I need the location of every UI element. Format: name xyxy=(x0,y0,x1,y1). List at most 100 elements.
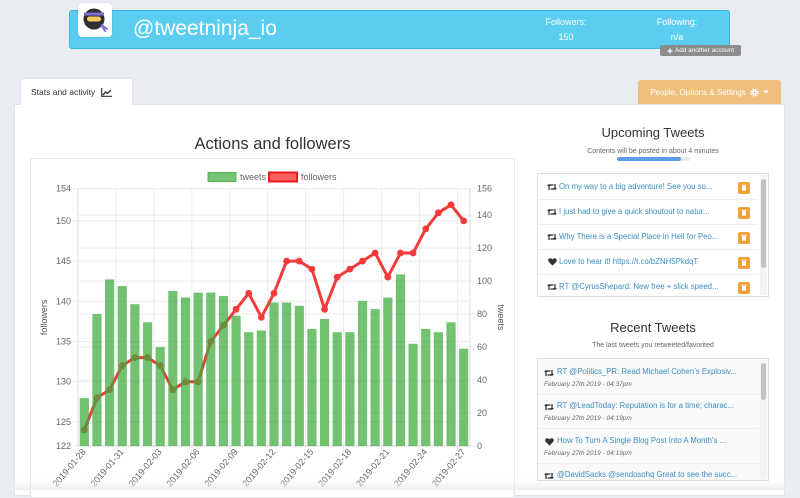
account-handle: @tweetninja_io xyxy=(133,17,277,40)
actions-followers-chart: 122 125 130 135 140 145 150 154 0 20 40 60 80 100 120 1… xyxy=(30,158,515,498)
legend-swatch-followers xyxy=(268,171,298,183)
recent-tweets-subtitle: The last tweets you retweeted/favorited xyxy=(592,342,714,349)
recent-tweet-date: February 27th 2019 - 04:19pm xyxy=(544,415,632,422)
recent-scrollbar[interactable] xyxy=(760,360,767,479)
upcoming-scrollbar-thumb[interactable] xyxy=(761,179,766,268)
add-account-button[interactable]: Add another account xyxy=(660,45,741,56)
tweets-bar xyxy=(421,328,431,446)
delete-button[interactable] xyxy=(738,181,750,194)
followers-count: 150 xyxy=(558,32,574,42)
recent-tweet-text[interactable]: RT @LeadToday: Reputation is for a time;… xyxy=(557,401,735,410)
tweets-bar xyxy=(307,328,317,446)
y-left-tick-label: 145 xyxy=(56,256,71,266)
legend-label-followers: followers xyxy=(301,172,337,182)
tweets-bar xyxy=(433,332,443,446)
y-right-tick-label: 60 xyxy=(477,342,487,352)
recent-tweet-text[interactable]: How To Turn A Single Blog Post Into A Mo… xyxy=(557,436,727,445)
upcoming-tweet-item[interactable]: RT @CyrusShepard: New free + slick speed… xyxy=(538,275,758,296)
tweets-bar xyxy=(206,292,216,446)
y-left-axis-title: followers xyxy=(39,299,49,335)
x-tick-label: 2019-02-21 xyxy=(354,447,391,489)
recent-tweet-text[interactable]: @DavidSacks @sendosohq Great to see the … xyxy=(557,470,738,479)
tweets-bar xyxy=(218,295,229,446)
y-left-tick-label: 150 xyxy=(56,216,71,226)
upcoming-tweet-item[interactable]: Why There is a Special Place in Hell for… xyxy=(538,225,758,250)
upcoming-tweet-item[interactable]: I just had to give a quick shoutout to n… xyxy=(538,200,758,225)
y-left-tick-label: 140 xyxy=(56,296,71,306)
x-tick-label: 2019-02-27 xyxy=(430,447,467,489)
following-label: Following: xyxy=(656,17,698,27)
tweets-bar xyxy=(408,343,418,446)
legend-label-tweets: tweets xyxy=(240,172,267,182)
followers-point xyxy=(321,305,328,313)
tweets-bar xyxy=(180,297,191,446)
recent-tweet-item[interactable]: RT @Politics_PR: Read Michael Cohen’s Ex… xyxy=(538,360,758,395)
recent-tweet-item[interactable]: RT @LeadToday: Reputation is for a time;… xyxy=(538,395,758,429)
recent-tweets-list: RT @Politics_PR: Read Michael Cohen’s Ex… xyxy=(537,358,769,481)
followers-point xyxy=(270,289,278,297)
people-options-settings-button[interactable]: People, Options & Settings xyxy=(638,80,781,104)
retweet-icon xyxy=(547,182,557,192)
avatar[interactable] xyxy=(78,3,112,37)
delete-button[interactable] xyxy=(738,231,750,244)
tweets-bar xyxy=(332,332,342,446)
recent-tweet-item[interactable]: How To Turn A Single Blog Post Into A Mo… xyxy=(538,429,758,464)
tweets-bar xyxy=(459,348,469,446)
retweet-icon xyxy=(547,232,557,242)
upcoming-tweet-item[interactable]: Love to hear it! https://t.co/bZNH5PkdqT xyxy=(538,250,758,275)
followers-point xyxy=(245,289,253,297)
upcoming-scrollbar[interactable] xyxy=(760,175,767,295)
x-tick-label: 2019-02-06 xyxy=(164,447,201,489)
upcoming-tweet-text[interactable]: RT @CyrusShepard: New free + slick speed… xyxy=(559,282,719,291)
recent-tweet-item[interactable]: @DavidSacks @sendosohq Great to see the … xyxy=(538,464,758,480)
upcoming-tweet-item[interactable]: On my way to a big adventure! See you so… xyxy=(538,175,758,200)
followers-point xyxy=(409,249,417,257)
y-right-tick-label: 140 xyxy=(477,210,492,220)
upcoming-tweet-text[interactable]: I just had to give a quick shoutout to n… xyxy=(559,207,710,216)
posting-progress-bar xyxy=(617,157,690,161)
delete-button[interactable] xyxy=(738,206,750,219)
followers-point xyxy=(333,273,341,281)
followers-point xyxy=(308,265,316,273)
account-header-bar xyxy=(69,10,730,49)
plus-icon xyxy=(667,48,673,53)
recent-scrollbar-thumb[interactable] xyxy=(761,363,766,400)
y-right-tick-label: 0 xyxy=(477,441,482,451)
tweets-bar xyxy=(383,297,393,446)
tweets-bar xyxy=(117,286,127,446)
followers-label: Followers: xyxy=(545,17,587,27)
x-tick-label: 2019-02-18 xyxy=(316,447,353,489)
followers-point xyxy=(434,209,442,217)
retweet-icon xyxy=(544,402,554,412)
y-left-tick-label: 130 xyxy=(56,377,71,387)
ninja-logo-icon xyxy=(83,8,108,32)
chart-title: Actions and followers xyxy=(194,135,351,153)
trash-icon xyxy=(741,259,747,266)
x-tick-label: 2019-01-28 xyxy=(51,447,88,489)
tweets-bar xyxy=(319,318,330,446)
y-left-tick-label: 135 xyxy=(56,336,71,346)
followers-point xyxy=(397,249,404,257)
delete-button[interactable] xyxy=(738,281,750,294)
y-left-tick-label: 154 xyxy=(56,184,71,194)
trash-icon xyxy=(741,284,747,291)
tweets-bar xyxy=(142,322,153,446)
upcoming-tweet-text[interactable]: On my way to a big adventure! See you so… xyxy=(559,182,713,191)
x-tick-label: 2019-02-03 xyxy=(126,447,163,489)
tweets-bar xyxy=(395,274,406,446)
x-tick-label: 2019-02-12 xyxy=(240,447,277,489)
following-count: n/a xyxy=(670,32,684,42)
tweets-bar xyxy=(168,290,178,446)
followers-point xyxy=(422,225,430,233)
upcoming-tweet-text[interactable]: Why There is a Special Place in Hell for… xyxy=(559,232,719,241)
tab-stats-and-activity[interactable]: Stats and activity xyxy=(20,78,133,105)
followers-point xyxy=(232,305,240,313)
tweets-bar xyxy=(357,300,368,446)
recent-tweet-text[interactable]: RT @Politics_PR: Read Michael Cohen’s Ex… xyxy=(557,367,737,376)
followers-point xyxy=(460,217,468,225)
tab-label: Stats and activity xyxy=(31,87,96,97)
delete-button[interactable] xyxy=(738,256,750,269)
upcoming-tweet-text[interactable]: Love to hear it! https://t.co/bZNH5PkdqT xyxy=(559,257,699,266)
tweets-bar xyxy=(193,292,203,446)
followers-point xyxy=(447,201,455,209)
